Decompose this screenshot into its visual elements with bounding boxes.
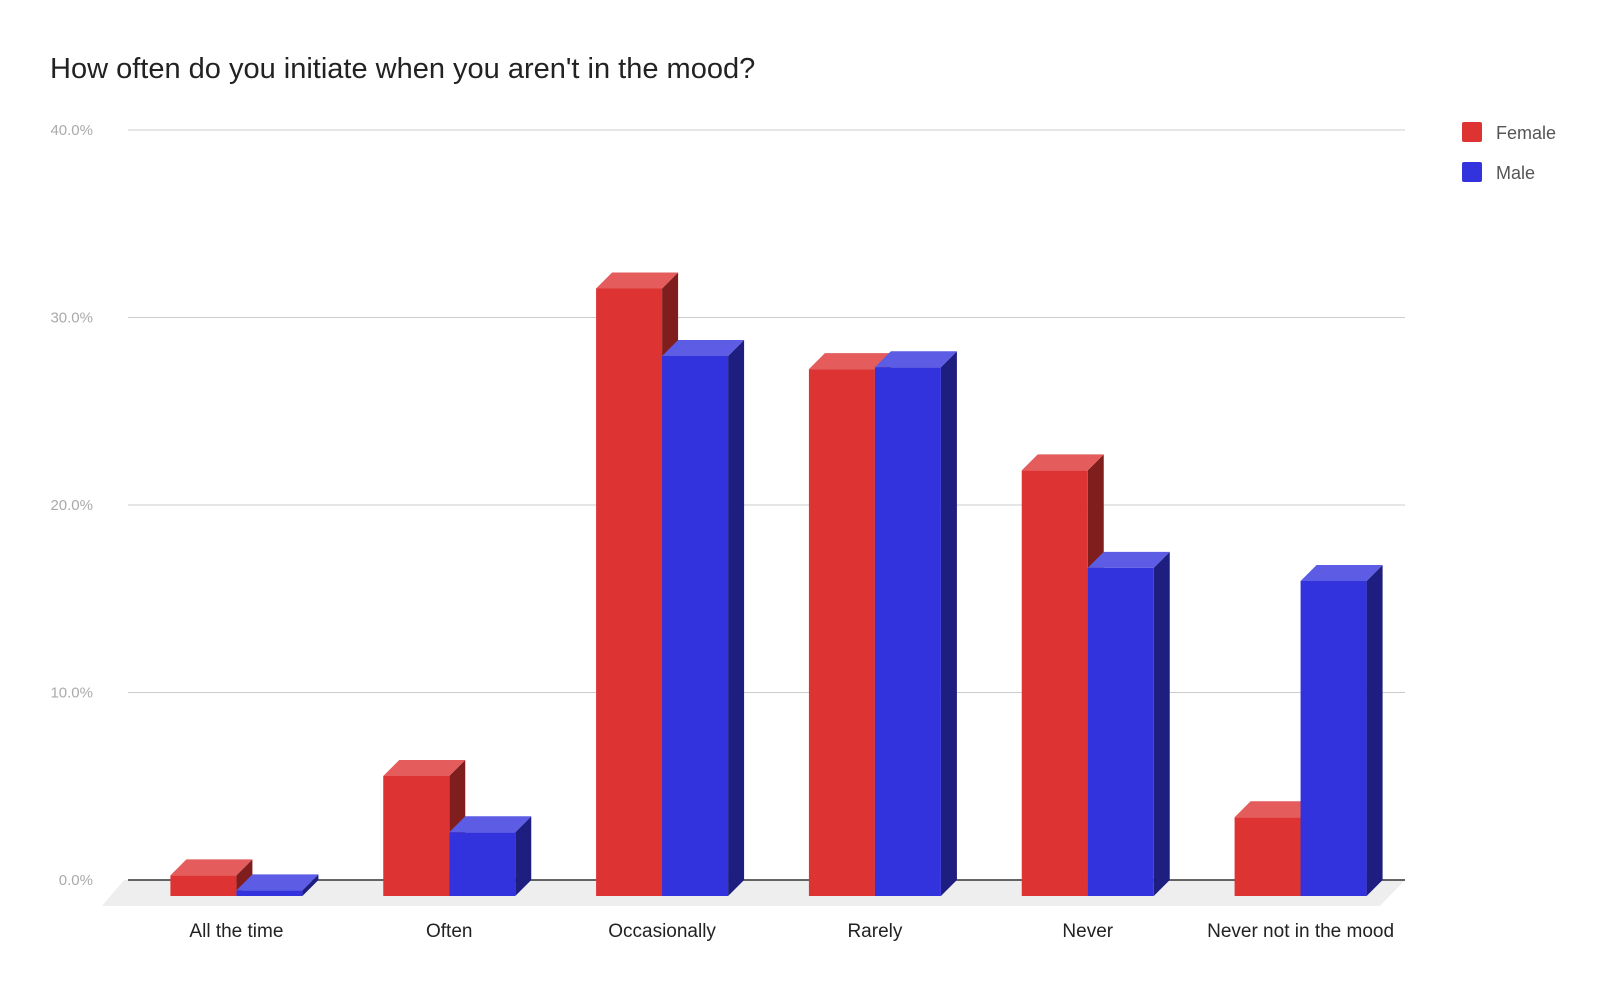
bar-top [1300, 565, 1383, 581]
chart-title: How often do you initiate when you aren'… [50, 53, 755, 85]
y-tick-label: 20.0% [50, 497, 93, 514]
bar-front [662, 356, 729, 896]
bar-top [808, 353, 891, 370]
x-tick-label: Never not in the mood [1207, 921, 1394, 942]
legend: Female Male [1462, 122, 1556, 183]
legend-label-female: Female [1496, 123, 1556, 143]
y-tick-label: 40.0% [50, 122, 93, 139]
bar-side [1366, 565, 1383, 896]
y-axis-ticks: 0.0% 10.0% 20.0% 30.0% 40.0% [50, 122, 93, 889]
bar-front [1300, 581, 1367, 896]
bar-front [1087, 567, 1154, 896]
legend-swatch-female [1462, 122, 1482, 142]
bar-female-all-the-time [170, 859, 253, 896]
bar-male-occasionally [662, 340, 745, 896]
legend-label-male: Male [1496, 163, 1535, 183]
x-tick-label: Never [1062, 921, 1113, 942]
bar-male-never-not-in-the-mood [1300, 565, 1383, 896]
y-tick-label: 30.0% [50, 310, 93, 327]
bar-top [1087, 551, 1170, 568]
bar-front [170, 875, 237, 896]
bars [170, 272, 1383, 896]
bar-top [1021, 454, 1104, 471]
bar-front [449, 832, 516, 896]
x-axis-ticks: All the time Often Occasionally Rarely Never… [189, 921, 1394, 942]
legend-swatch-male [1462, 162, 1482, 182]
bar-side [940, 351, 957, 896]
bar-male-rarely [874, 351, 957, 896]
bar-front [596, 288, 663, 896]
bar-side [515, 816, 532, 896]
bar-front [1234, 817, 1301, 896]
bar-front [1021, 470, 1088, 896]
bar-male-never [1087, 551, 1170, 896]
bar-front [808, 369, 875, 896]
bar-male-all-the-time [236, 874, 319, 896]
bar-front [236, 890, 303, 896]
bar-top [383, 760, 466, 776]
gridlines [128, 129, 1405, 693]
bar-side [302, 874, 319, 896]
y-tick-label: 10.0% [50, 685, 93, 702]
bar-side [1153, 551, 1170, 896]
x-tick-label: Often [426, 921, 472, 942]
bar-male-often [449, 816, 532, 896]
x-tick-label: Rarely [847, 921, 902, 942]
bar-front [383, 776, 450, 896]
bar-side [728, 340, 745, 896]
bar-top [874, 351, 957, 368]
bar-top [596, 272, 679, 289]
bar-top [236, 874, 319, 891]
x-tick-label: Occasionally [608, 921, 716, 942]
bar-top [662, 340, 745, 356]
x-tick-label: All the time [189, 921, 283, 942]
bar-top [1234, 801, 1317, 818]
bar-top [449, 816, 532, 833]
y-tick-label: 0.0% [59, 872, 93, 889]
bar-top [170, 859, 253, 876]
bar-front [874, 367, 941, 896]
